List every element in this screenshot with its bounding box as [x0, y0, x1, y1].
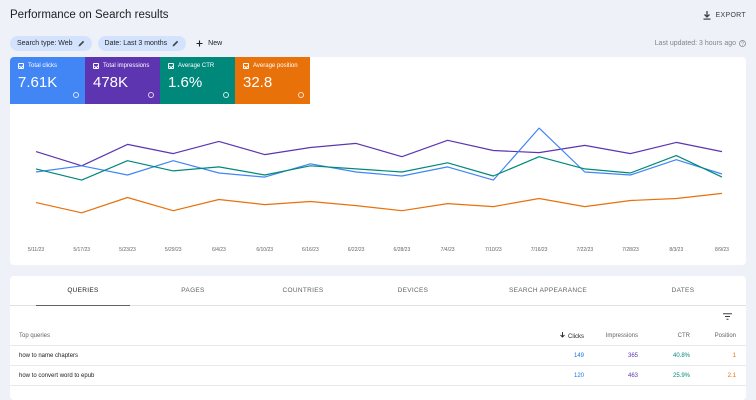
export-button[interactable]: EXPORT — [703, 10, 746, 20]
x-tick-label: 7/16/23 — [531, 247, 548, 253]
x-tick-label: 5/17/23 — [73, 247, 90, 253]
x-tick-label: 6/4/23 — [212, 247, 226, 253]
x-tick-label: 8/9/23 — [715, 247, 729, 253]
metric-tile-impressions[interactable]: Total impressions 478K — [85, 57, 160, 104]
ctr-cell: 25.9% — [672, 372, 690, 379]
position-cell: 1 — [732, 352, 736, 359]
help-icon[interactable] — [148, 92, 154, 98]
metric-label: Average position — [253, 63, 298, 69]
plus-icon — [196, 40, 203, 46]
search-type-chip[interactable]: Search type: Web — [10, 35, 92, 51]
column-header-position[interactable]: Position — [714, 332, 736, 339]
results-table-card: QUERIES PAGES COUNTRIES DEVICES SEARCH A… — [10, 276, 746, 400]
series-line-1 — [35, 127, 723, 181]
tab-dates[interactable]: DATES — [671, 287, 695, 294]
clicks-cell: 120 — [573, 372, 584, 379]
query-cell: how to convert word to epub — [19, 372, 95, 379]
metric-tile-position[interactable]: Average position 32.8 — [235, 57, 310, 104]
x-tick-label: 7/22/23 — [576, 247, 593, 253]
metric-value: 1.6% — [168, 74, 203, 91]
help-icon[interactable]: ? — [739, 39, 746, 47]
metric-value: 7.61K — [18, 74, 58, 91]
metric-label: Total impressions — [103, 63, 150, 69]
metric-label: Average CTR — [178, 63, 215, 69]
metric-value: 32.8 — [243, 74, 273, 91]
filter-icon[interactable] — [723, 312, 732, 320]
download-icon — [703, 10, 711, 20]
column-header-ctr[interactable]: CTR — [677, 332, 690, 339]
x-tick-label: 6/10/23 — [256, 247, 273, 253]
impressions-cell: 365 — [627, 352, 638, 359]
metric-value: 478K — [93, 74, 129, 91]
metric-tile-clicks[interactable]: Total clicks 7.61K — [10, 57, 85, 104]
table-row[interactable]: how to convert word to epub 120 463 25.9… — [10, 366, 746, 386]
checkbox-icon — [18, 63, 24, 69]
checkbox-icon — [168, 63, 174, 69]
column-header-impressions[interactable]: Impressions — [605, 332, 638, 339]
ctr-cell: 40.8% — [672, 352, 690, 359]
column-header-label: Clicks — [568, 333, 584, 340]
x-tick-label: 5/11/23 — [28, 247, 45, 253]
x-tick-label: 6/16/23 — [302, 247, 319, 253]
table-filter-row — [10, 306, 746, 326]
x-tick-label: 5/29/23 — [165, 247, 182, 253]
top-bar: Performance on Search results EXPORT — [0, 0, 756, 30]
x-tick-label: 5/23/23 — [119, 247, 136, 253]
date-chip[interactable]: Date: Last 3 months — [97, 35, 187, 51]
new-filter-button[interactable]: New — [196, 40, 222, 47]
edit-icon — [78, 40, 84, 46]
sort-down-icon — [560, 331, 565, 338]
metric-tile-ctr[interactable]: Average CTR 1.6% — [160, 57, 235, 104]
last-updated-text: Last updated: 3 hours ago — [654, 39, 736, 47]
position-cell: 2.1 — [727, 372, 736, 379]
dimension-tabs: QUERIES PAGES COUNTRIES DEVICES SEARCH A… — [10, 276, 746, 306]
impressions-cell: 463 — [627, 372, 638, 379]
performance-chart-card: 5/11/23 5/17/23 5/23/23 5/29/23 6/4/23 6/10/2… — [10, 57, 746, 265]
series-line-3 — [35, 192, 723, 214]
new-label: New — [208, 39, 223, 47]
series-line-0 — [35, 139, 723, 167]
tab-pages[interactable]: PAGES — [181, 287, 205, 294]
chip-label: Date: Last 3 months — [104, 39, 168, 47]
x-tick-label: 6/28/23 — [394, 247, 411, 253]
help-icon[interactable] — [73, 92, 79, 98]
x-tick-label: 7/10/23 — [485, 247, 502, 253]
export-label: EXPORT — [715, 11, 746, 19]
clicks-cell: 149 — [573, 352, 584, 359]
x-tick-label: 6/22/23 — [348, 247, 365, 253]
page-title: Performance on Search results — [10, 9, 169, 21]
tab-queries[interactable]: QUERIES — [28, 276, 138, 306]
tab-search-appearance[interactable]: SEARCH APPEARANCE — [508, 287, 588, 294]
column-header-queries[interactable]: Top queries — [19, 332, 51, 339]
performance-line-chart: 5/11/23 5/17/23 5/23/23 5/29/23 6/4/23 6/10/2… — [28, 127, 729, 253]
metric-tiles: Total clicks 7.61K Total impressions 478… — [10, 57, 310, 104]
edit-icon — [172, 40, 179, 46]
svg-text:?: ? — [741, 41, 744, 47]
series-line-2 — [35, 155, 723, 181]
filter-bar: Search type: Web Date: Last 3 months New… — [0, 30, 756, 56]
query-cell: how to name chapters — [19, 352, 79, 359]
x-tick-label: 7/28/23 — [622, 247, 639, 253]
tab-countries[interactable]: COUNTRIES — [282, 287, 324, 294]
checkbox-icon — [243, 63, 249, 69]
checkbox-icon — [93, 63, 99, 69]
tab-devices[interactable]: DEVICES — [397, 287, 429, 294]
x-tick-label: 7/4/23 — [441, 247, 455, 253]
chip-label: Search type: Web — [17, 39, 73, 47]
last-updated: Last updated: 3 hours ago ? — [655, 40, 746, 47]
metric-label: Total clicks — [28, 63, 58, 69]
column-header-clicks[interactable]: Clicks — [538, 331, 584, 340]
table-header: Top queries Clicks Impressions CTR Posit… — [10, 326, 746, 346]
x-tick-label: 8/3/23 — [669, 247, 683, 253]
help-icon[interactable] — [223, 92, 229, 98]
help-icon[interactable] — [298, 92, 304, 98]
table-row[interactable]: how to name chapters 149 365 40.8% 1 — [10, 346, 746, 366]
